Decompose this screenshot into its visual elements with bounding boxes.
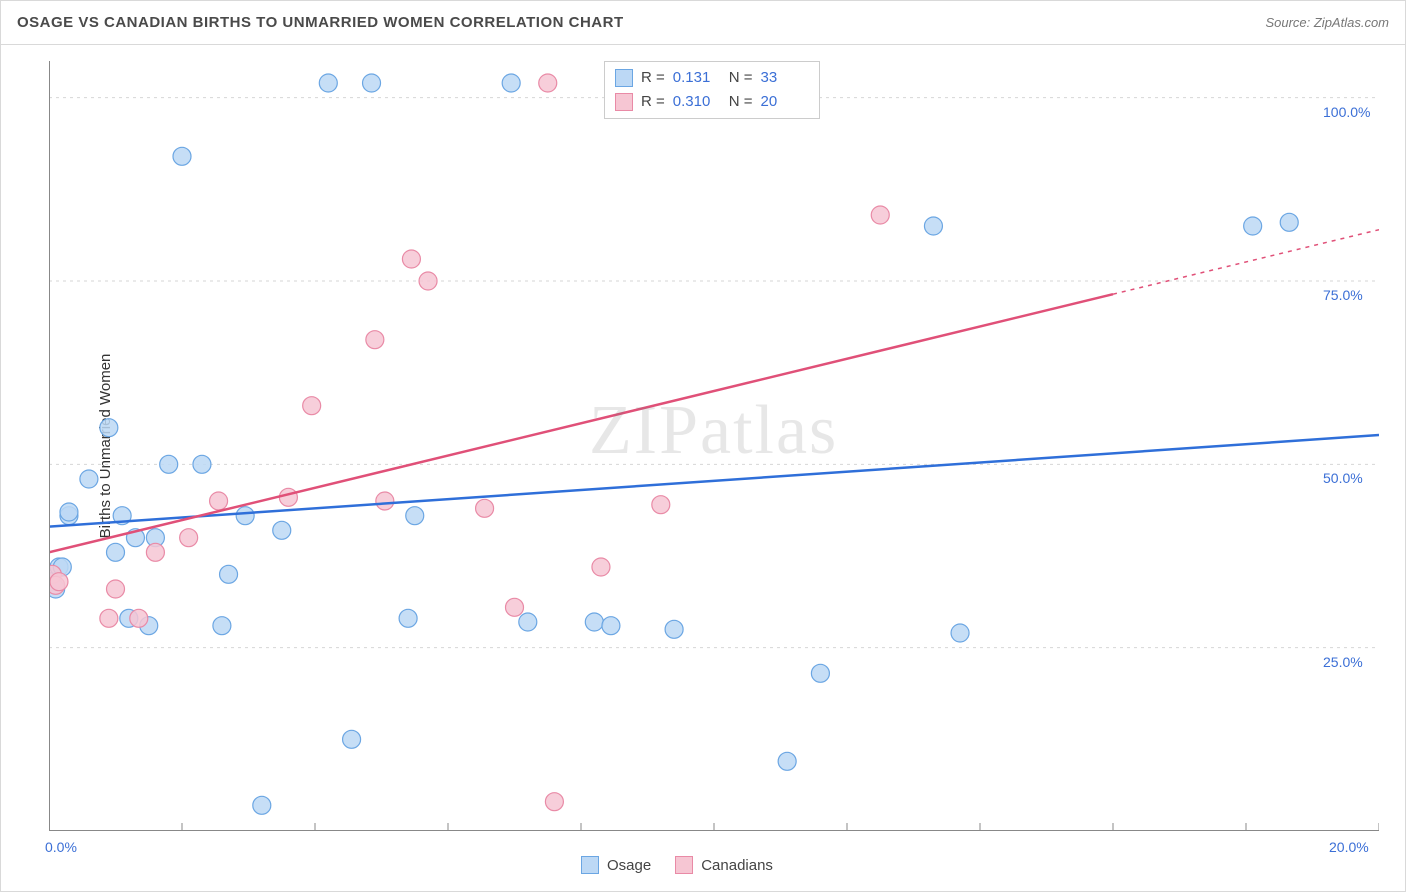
data-point: [363, 74, 381, 92]
data-point: [402, 250, 420, 268]
trend-line: [49, 435, 1379, 527]
data-point: [107, 580, 125, 598]
r-label: R =: [641, 66, 665, 90]
legend-swatch: [675, 856, 693, 874]
series-legend: Osage Canadians: [581, 856, 773, 874]
data-point: [778, 752, 796, 770]
data-point: [539, 74, 557, 92]
stats-legend: R = 0.131 N = 33 R = 0.310 N = 20: [604, 61, 820, 119]
axis-tick-label: 0.0%: [45, 839, 77, 855]
n-value: 33: [761, 66, 809, 90]
data-point: [107, 543, 125, 561]
chart-source: Source: ZipAtlas.com: [1265, 15, 1389, 30]
data-point: [376, 492, 394, 510]
data-point: [100, 609, 118, 627]
data-point: [343, 730, 361, 748]
n-label: N =: [729, 66, 753, 90]
data-point: [592, 558, 610, 576]
trend-line: [49, 294, 1113, 552]
data-point: [399, 609, 417, 627]
data-point: [951, 624, 969, 642]
data-point: [50, 573, 68, 591]
n-label: N =: [729, 90, 753, 114]
data-point: [213, 617, 231, 635]
data-point: [1280, 213, 1298, 231]
legend-item: Canadians: [675, 856, 773, 874]
data-point: [173, 147, 191, 165]
data-point: [652, 496, 670, 514]
data-point: [602, 617, 620, 635]
axis-tick-label: 25.0%: [1323, 654, 1363, 670]
axis-tick-label: 50.0%: [1323, 470, 1363, 486]
r-value: 0.131: [673, 66, 721, 90]
data-point: [406, 507, 424, 525]
data-point: [220, 565, 238, 583]
data-point: [924, 217, 942, 235]
r-value: 0.310: [673, 90, 721, 114]
data-point: [180, 529, 198, 547]
data-point: [210, 492, 228, 510]
data-point: [1244, 217, 1262, 235]
data-point: [811, 664, 829, 682]
data-point: [476, 499, 494, 517]
data-point: [236, 507, 254, 525]
axis-tick-label: 20.0%: [1329, 839, 1369, 855]
data-point: [60, 503, 78, 521]
legend-item: Osage: [581, 856, 651, 874]
legend-swatch: [581, 856, 599, 874]
data-point: [506, 598, 524, 616]
data-point: [419, 272, 437, 290]
data-point: [279, 488, 297, 506]
legend-label: Osage: [607, 857, 651, 874]
data-point: [585, 613, 603, 631]
axis-tick-label: 100.0%: [1323, 104, 1370, 120]
data-point: [519, 613, 537, 631]
scatter-chart: [49, 61, 1379, 831]
data-point: [665, 620, 683, 638]
stats-legend-row: R = 0.131 N = 33: [615, 66, 809, 90]
trend-line-extrapolated: [1113, 230, 1379, 295]
data-point: [193, 455, 211, 473]
data-point: [146, 543, 164, 561]
data-point: [502, 74, 520, 92]
data-point: [253, 796, 271, 814]
axis-tick-label: 75.0%: [1323, 287, 1363, 303]
data-point: [366, 331, 384, 349]
data-point: [319, 74, 337, 92]
chart-header: OSAGE VS CANADIAN BIRTHS TO UNMARRIED WO…: [1, 1, 1405, 45]
chart-title: OSAGE VS CANADIAN BIRTHS TO UNMARRIED WO…: [17, 14, 624, 31]
stats-legend-row: R = 0.310 N = 20: [615, 90, 809, 114]
legend-swatch: [615, 93, 633, 111]
data-point: [130, 609, 148, 627]
data-point: [545, 793, 563, 811]
n-value: 20: [761, 90, 809, 114]
r-label: R =: [641, 90, 665, 114]
data-point: [160, 455, 178, 473]
data-point: [871, 206, 889, 224]
chart-container: OSAGE VS CANADIAN BIRTHS TO UNMARRIED WO…: [0, 0, 1406, 892]
data-point: [80, 470, 98, 488]
data-point: [100, 419, 118, 437]
legend-swatch: [615, 69, 633, 87]
plot-area: ZIPatlas R =0.131N =33R =0.310N =20 25.0…: [49, 61, 1379, 831]
data-point: [273, 521, 291, 539]
legend-label: Canadians: [701, 857, 773, 874]
data-point: [303, 397, 321, 415]
